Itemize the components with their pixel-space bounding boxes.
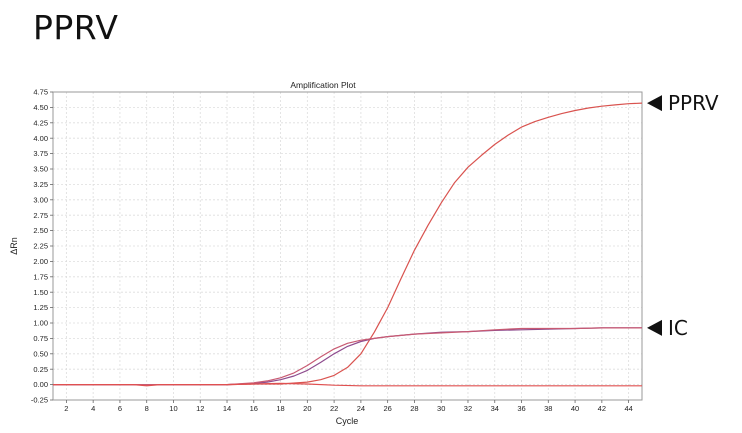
x-tick-label: 22 (330, 404, 338, 413)
x-tick-label: 28 (410, 404, 418, 413)
x-tick-label: 10 (169, 404, 177, 413)
y-tick-label: 2.25 (33, 242, 48, 251)
y-tick-label: 1.50 (33, 288, 48, 297)
y-axis-title: ΔRn (9, 237, 19, 255)
x-axis-ticks: 2 4 6 8 10 12 14 16 18 20 22 24 26 28 30 32 34 36 38 40 42 44 (64, 400, 633, 413)
x-tick-label: 26 (383, 404, 391, 413)
series-layer (53, 102, 643, 387)
x-tick-label: 38 (544, 404, 552, 413)
y-tick-label: 4.25 (33, 118, 48, 127)
x-tick-label: 16 (250, 404, 258, 413)
page-heading: PPRV (33, 8, 119, 47)
series-line-3 (53, 327, 642, 386)
y-tick-label: 0.00 (33, 380, 48, 389)
x-tick-label: 44 (624, 404, 632, 413)
x-axis-title: Cycle (336, 416, 359, 426)
x-tick-label: 12 (196, 404, 204, 413)
ic-arrow-icon (647, 319, 662, 336)
x-tick-label: 4 (91, 404, 95, 413)
y-tick-label: 4.00 (33, 134, 48, 143)
y-tick-label: -0.25 (31, 396, 48, 405)
y-tick-label: 3.00 (33, 195, 48, 204)
y-tick-label: 4.50 (33, 103, 48, 112)
y-tick-label: 4.75 (33, 88, 48, 97)
series-annotations: PPRV IC (647, 91, 719, 340)
y-tick-label: 0.25 (33, 365, 48, 374)
x-tick-label: 34 (491, 404, 499, 413)
series-line-1 (53, 102, 643, 386)
chart-title: Amplification Plot (290, 80, 356, 90)
x-tick-label: 30 (437, 404, 445, 413)
x-tick-label: 36 (517, 404, 525, 413)
x-tick-label: 2 (64, 404, 68, 413)
y-tick-label: 3.25 (33, 180, 48, 189)
y-tick-label: 2.00 (33, 257, 48, 266)
pprv-label: PPRV (668, 91, 719, 115)
y-tick-label: 0.75 (33, 334, 48, 343)
y-tick-label: 1.75 (33, 272, 48, 281)
ic-label: IC (668, 316, 688, 340)
x-tick-label: 14 (223, 404, 231, 413)
y-tick-label: 1.25 (33, 303, 48, 312)
chart-grid (53, 91, 642, 401)
y-tick-label: 2.50 (33, 226, 48, 235)
x-tick-label: 20 (303, 404, 311, 413)
y-axis-ticks: -0.25 0.00 0.25 0.50 0.75 1.00 1.25 1.50 1.75 2.0… (31, 88, 53, 405)
series-line-2 (53, 327, 642, 386)
x-tick-label: 42 (598, 404, 606, 413)
x-tick-label: 24 (357, 404, 365, 413)
x-tick-label: 6 (118, 404, 122, 413)
y-tick-label: 3.50 (33, 165, 48, 174)
y-tick-label: 2.75 (33, 211, 48, 220)
x-tick-label: 40 (571, 404, 579, 413)
y-tick-label: 3.75 (33, 149, 48, 158)
pprv-arrow-icon (647, 95, 662, 112)
y-tick-label: 0.50 (33, 349, 48, 358)
x-tick-label: 8 (145, 404, 149, 413)
series-line-4 (53, 382, 642, 387)
y-tick-label: 1.00 (33, 319, 48, 328)
x-tick-label: 18 (276, 404, 284, 413)
x-tick-label: 32 (464, 404, 472, 413)
